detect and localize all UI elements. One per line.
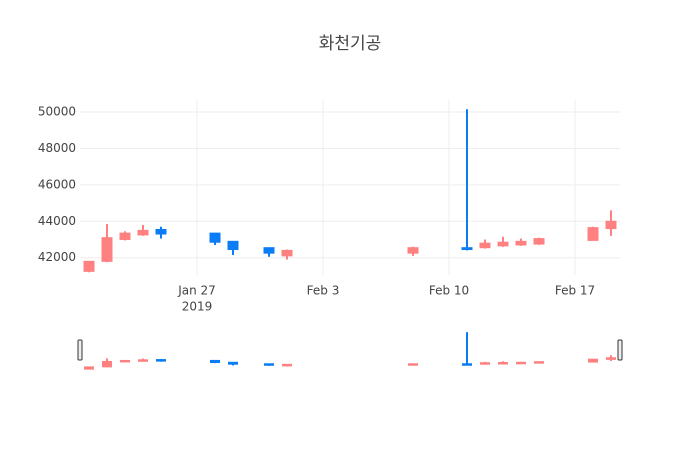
slider-handle [77,339,83,361]
slider-body [516,361,526,365]
x-tick-label: Jan 27 [177,284,216,298]
candle-body [137,229,149,236]
x-tick-label: Feb 3 [307,284,340,298]
x-year-label: 2019 [182,300,213,314]
candle-body [83,260,95,272]
candle-body [515,240,527,246]
candle-body [119,232,131,240]
candle-body [209,232,221,243]
slider-body [534,361,544,364]
y-tick-label: 50000 [38,105,76,119]
candle-body [281,249,293,257]
y-tick-label: 48000 [38,141,76,155]
slider-body [606,357,616,360]
slider-body [588,358,598,363]
chart-title: 화천기공 [319,34,382,54]
candle-body [533,238,545,245]
candle-body [155,228,167,235]
slider-body [282,363,292,367]
candle-body [479,242,491,249]
y-tick-label: 46000 [38,177,76,191]
slider-body [498,362,508,365]
slider-body [480,362,490,365]
candle-body [497,241,509,247]
slider-body [462,363,472,366]
slider-body [84,366,94,370]
y-tick-label: 42000 [38,250,76,264]
slider-body [138,359,148,362]
slider-body [408,363,418,366]
candle-body [263,247,275,254]
slider-handle [617,339,623,361]
x-tick-label: Feb 10 [429,284,469,298]
candle-body [461,247,473,251]
slider-body [210,359,220,364]
x-tick-label: Feb 17 [555,284,595,298]
candle-body [407,247,419,254]
candle-body [227,240,239,251]
candle-body [605,220,617,230]
slider-body [120,359,130,363]
slider-body [264,363,274,366]
candle-body [101,237,113,262]
slider-body [156,359,166,362]
slider-body [102,360,112,368]
y-tick-label: 44000 [38,214,76,228]
candle-body [587,227,599,241]
slider-body [228,361,238,365]
